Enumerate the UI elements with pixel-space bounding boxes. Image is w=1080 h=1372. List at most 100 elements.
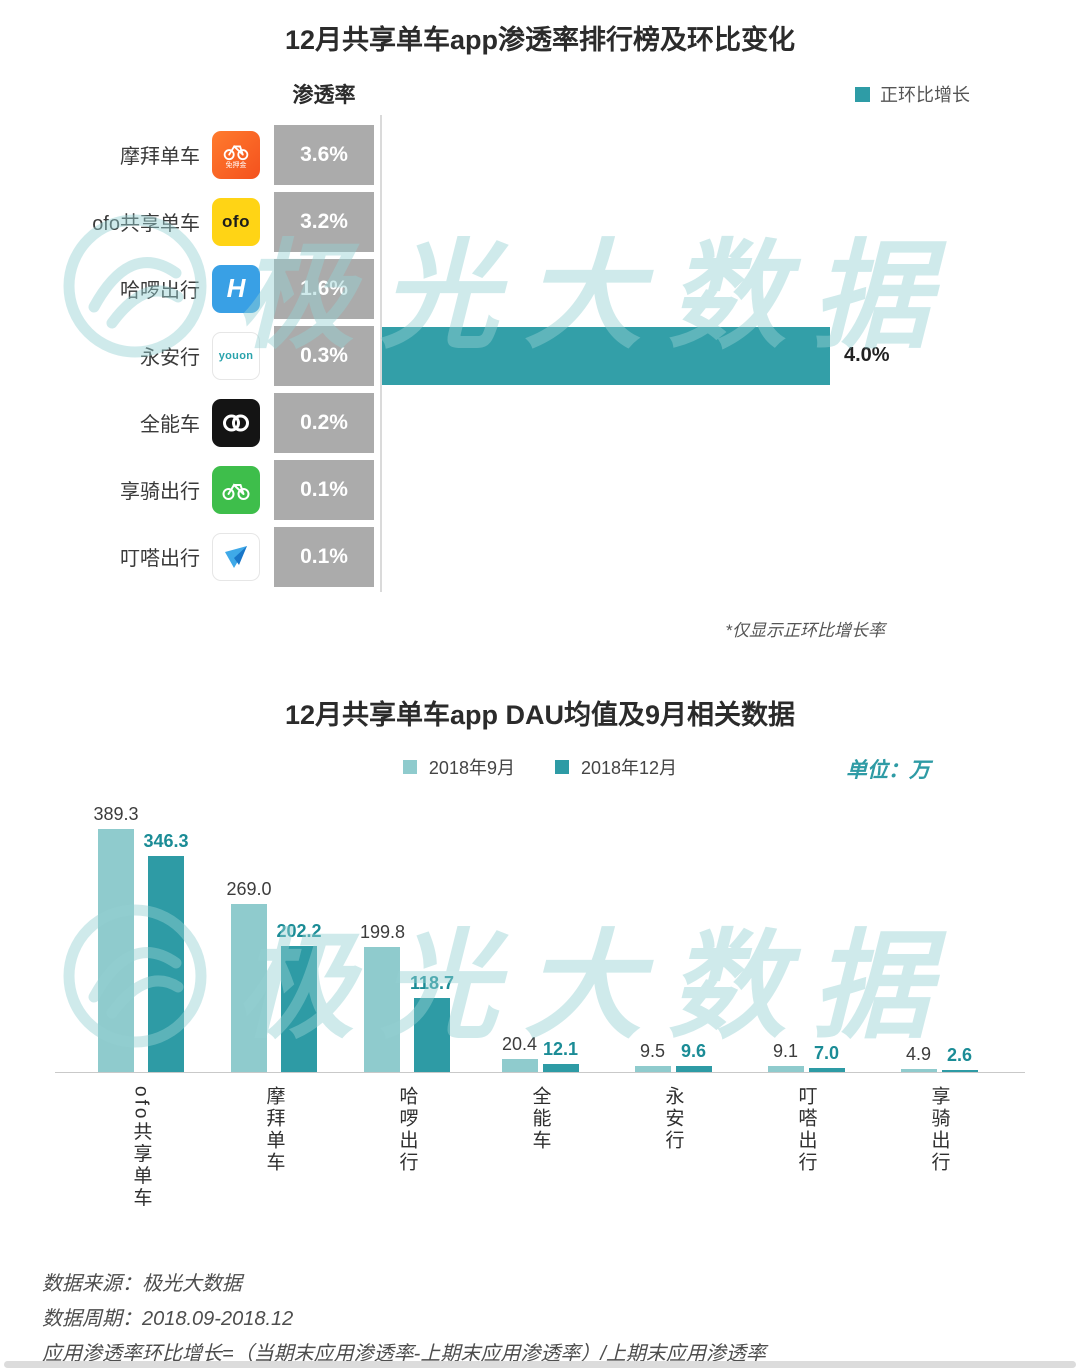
icon-caption: youon (218, 349, 254, 362)
app-name: 全能车 (140, 414, 200, 436)
mobike-app-icon: 免押金 (212, 130, 260, 179)
dau-bar-group: 9.5 9.6 永安行 (610, 794, 737, 1251)
dau-bar-dec (414, 997, 451, 1072)
growth-bar-area (374, 527, 1040, 587)
chart2-title: 12月共享单车app DAU均值及9月相关数据 (284, 700, 796, 730)
dau-bar-group: 199.8 118.7 哈啰出行 (344, 794, 471, 1251)
app-name: 享骑出行 (120, 481, 200, 503)
app-name: 永安行 (140, 347, 200, 369)
icon-caption: 免押金 (225, 161, 247, 169)
growth-bar-area (374, 460, 1040, 520)
penetration-column-header: 渗透率 (292, 84, 356, 107)
dau-bar-sep (634, 1066, 671, 1072)
bar-value-label: 4.9 (905, 1043, 932, 1064)
unit-label: 单位：万 (846, 759, 930, 782)
bar-value-label: 269.0 (226, 878, 272, 899)
dau-bar-dec (808, 1067, 845, 1072)
chart1-note: *仅显示正环比增长率 (725, 621, 885, 640)
dau-bar-sep (230, 903, 267, 1072)
footer-formula: 应用渗透率环比增长=（当期末应用渗透率-上期末应用渗透率）/上期末应用渗透率 (42, 1343, 766, 1365)
dau-bar-sep (767, 1066, 804, 1072)
bar-value-label: 2.6 (946, 1045, 973, 1065)
dingda-app-icon (212, 532, 260, 581)
dau-bar-group: 269.0 202.2 摩拜单车 (211, 794, 338, 1251)
bar-value-label: 20.4 (501, 1034, 538, 1055)
legend-swatch (855, 86, 870, 102)
legend-label-dec: 2018年12月 (580, 758, 678, 778)
bike-glyph-icon (222, 482, 250, 500)
dau-bar-sep (501, 1059, 538, 1072)
hellobike-app-icon: H (212, 264, 260, 313)
dau-bar-sep (900, 1068, 937, 1072)
dau-bar-sep (97, 828, 134, 1072)
chart1-title: 12月共享单车app渗透率排行榜及环比变化 (284, 25, 796, 55)
bar-value-label: 9.5 (639, 1041, 666, 1062)
dau-bar-group: 9.1 7.0 叮嗒出行 (743, 794, 870, 1251)
growth-bar (382, 326, 830, 385)
penetration-value: 0.2% (274, 392, 374, 453)
penetration-chart: 12月共享单车app渗透率排行榜及环比变化 渗透率 正环比增长 摩拜单车 (0, 0, 1080, 641)
legend-swatch-dec (554, 760, 569, 774)
penetration-value: 3.2% (274, 191, 374, 252)
growth-bar-area: 4.0% (374, 326, 1040, 386)
icon-caption: ofo (222, 211, 250, 231)
app-name: ofo共享单车 (92, 213, 200, 235)
bar-value-label: 7.0 (813, 1042, 840, 1063)
footer-source: 数据来源：极光大数据 (42, 1273, 242, 1295)
row-xiangqi: 享骑出行 0.1% (40, 456, 1040, 523)
penetration-value: 0.1% (274, 526, 374, 587)
dau-plot: 389.3 346.3 ofo共享单车 269.0 202.2 摩拜单车 199.8 118.… (0, 794, 1080, 1251)
x-axis-label: 叮嗒出行 (795, 1086, 817, 1174)
xiangqi-app-icon (212, 465, 260, 514)
linked-rings-glyph-icon (223, 414, 249, 431)
row-quannengche: 全能车 0.2% (40, 389, 1040, 456)
x-axis-label: 全能车 (529, 1086, 551, 1152)
row-mobike: 摩拜单车 免押金 3.6% (40, 121, 1040, 188)
dau-chart-groups: 389.3 346.3 ofo共享单车 269.0 202.2 摩拜单车 199.8 118.… (0, 794, 1080, 1251)
bar-value-label: 199.8 (359, 922, 405, 943)
footer-period: 数据周期：2018.09-2018.12 (42, 1308, 294, 1330)
x-axis-label: 哈啰出行 (396, 1086, 418, 1174)
page-bottom-strip (4, 1361, 1076, 1368)
row-youon: 永安行 youon 0.3% 4.0% (40, 322, 1040, 389)
growth-bar-area (374, 259, 1040, 319)
bar-value-label: 202.2 (276, 920, 322, 941)
dau-bar-dec (281, 945, 318, 1072)
dau-bar-sep (364, 947, 401, 1072)
chart1-legend: 正环比增长 (855, 81, 970, 107)
app-name: 叮嗒出行 (120, 548, 200, 570)
x-axis-label: ofo共享单车 (130, 1086, 152, 1210)
chart2-legend-row: 2018年9月 2018年12月 单位：万 (0, 754, 1080, 786)
bar-value-label: 118.7 (409, 972, 455, 993)
legend-label-sep: 2018年9月 (428, 758, 515, 778)
x-axis-label: 摩拜单车 (263, 1086, 285, 1174)
app-name: 哈啰出行 (120, 280, 200, 302)
growth-bar-area (374, 393, 1040, 453)
x-axis-label: 永安行 (662, 1086, 684, 1152)
x-axis-line (55, 1072, 1025, 1073)
row-dingda: 叮嗒出行 0.1% (40, 523, 1040, 590)
bar-value-label: 9.1 (772, 1041, 799, 1062)
dau-bar-dec (941, 1070, 978, 1072)
dau-bar-dec (542, 1064, 579, 1072)
dau-bar-group: 389.3 346.3 ofo共享单车 (78, 794, 205, 1251)
bar-value-label: 12.1 (542, 1039, 579, 1060)
row-ofo: ofo共享单车 ofo 3.2% (40, 188, 1040, 255)
icon-caption: H (226, 273, 246, 303)
penetration-value: 0.1% (274, 459, 374, 520)
penetration-value: 0.3% (274, 325, 374, 386)
growth-bar-area (374, 192, 1040, 252)
legend-swatch-sep (402, 760, 417, 774)
bar-value-label: 346.3 (143, 830, 189, 851)
penetration-rows: 摩拜单车 免押金 3.6% ofo共享单车 (40, 115, 1040, 592)
penetration-value: 1.6% (274, 258, 374, 319)
growth-bar-area (374, 125, 1040, 185)
legend-label: 正环比增长 (880, 85, 970, 105)
ofo-app-icon: ofo (212, 197, 260, 246)
axis-line (380, 115, 382, 592)
dau-bar-group: 4.9 2.6 享骑出行 (876, 794, 1003, 1251)
dau-bar-dec (148, 855, 185, 1072)
x-axis-label: 享骑出行 (928, 1086, 950, 1174)
dau-bar-group: 20.4 12.1 全能车 (477, 794, 604, 1251)
app-name: 摩拜单车 (120, 146, 200, 168)
